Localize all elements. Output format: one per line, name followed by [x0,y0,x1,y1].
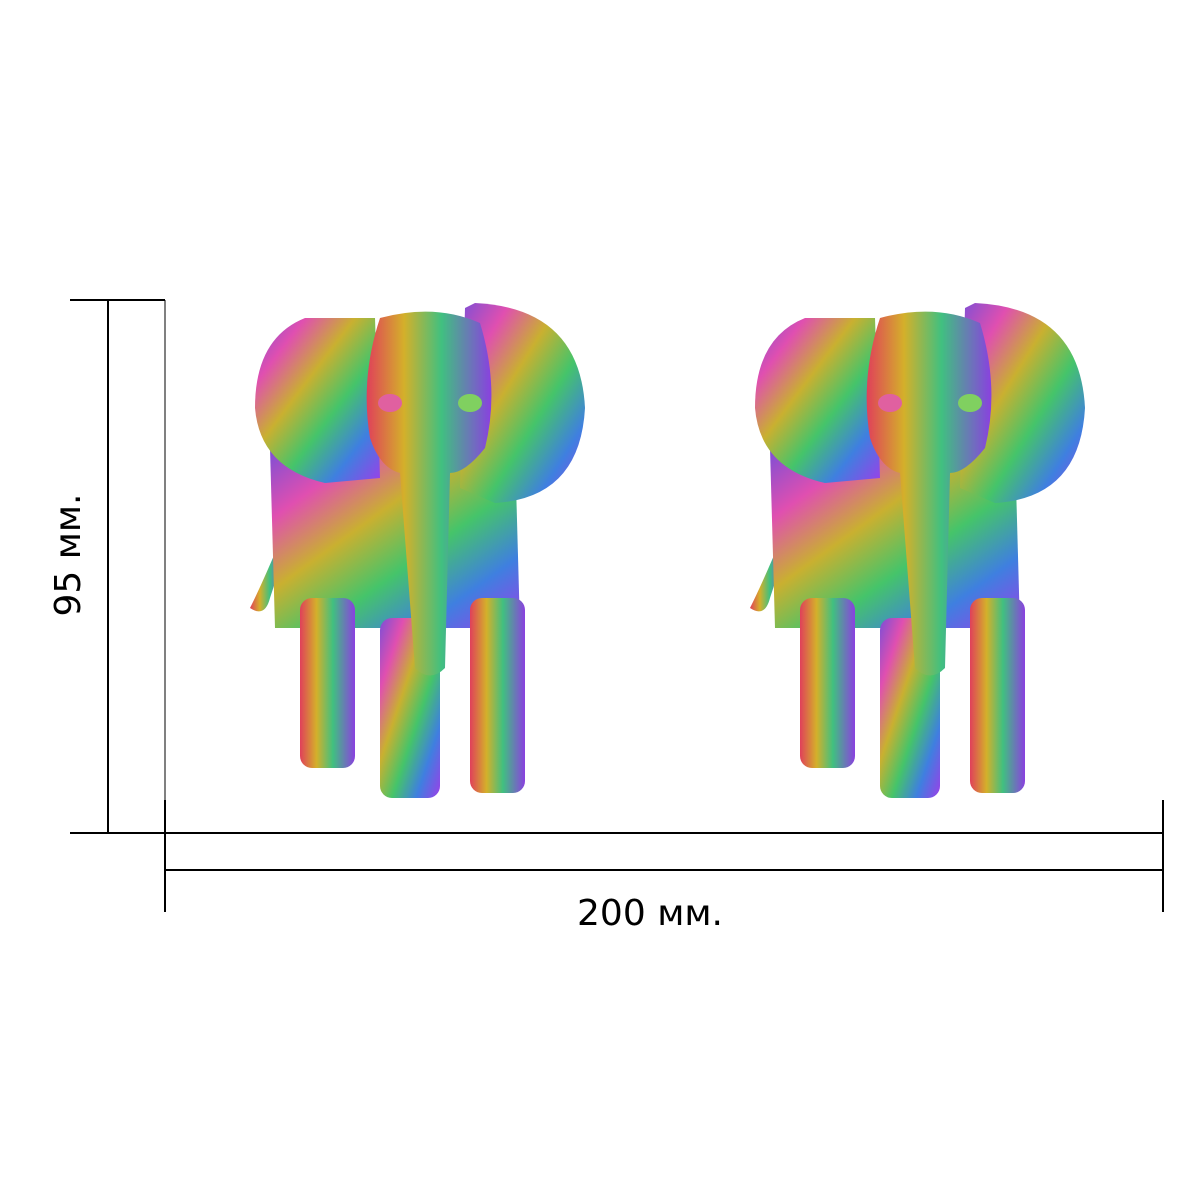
width-label: 200 мм. [577,893,723,934]
height-label: 95 мм. [48,493,89,616]
width-dimension: 200 мм. [164,800,1164,934]
elephant-left [250,303,585,798]
height-dimension: 95 мм. [48,299,166,834]
elephant-right [750,303,1085,798]
